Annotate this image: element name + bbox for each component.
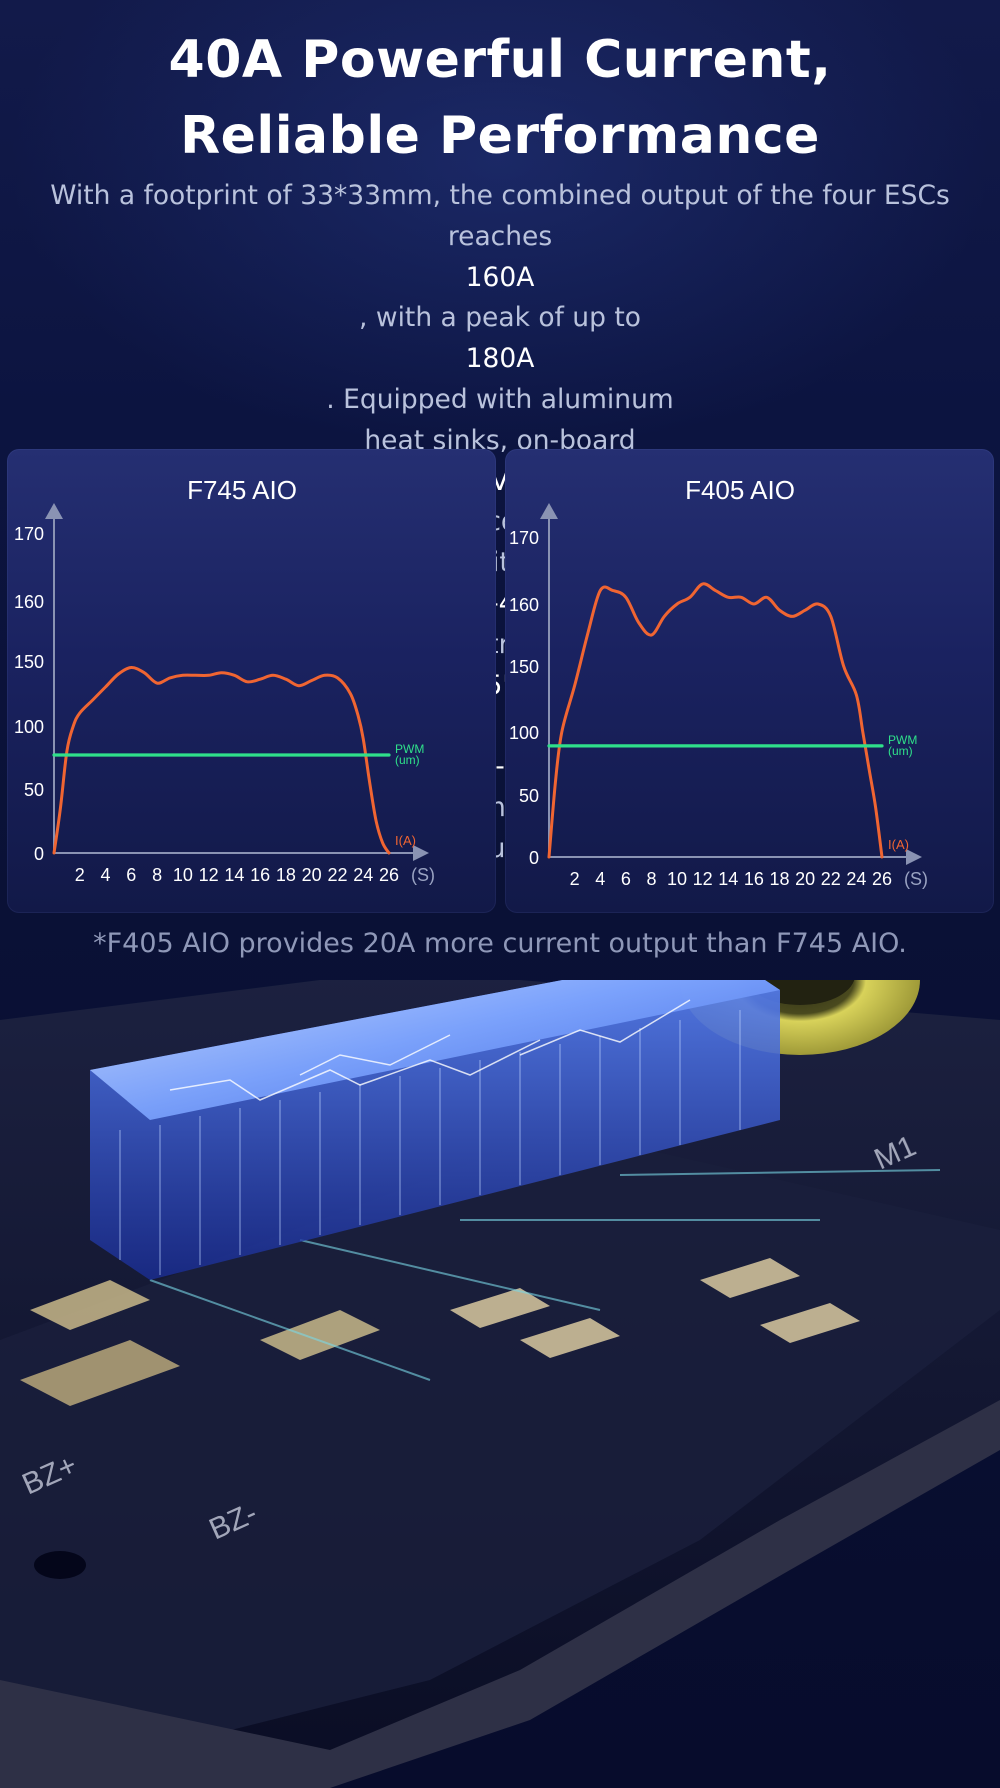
x-tick-label: 24 <box>353 865 373 885</box>
y-tick-label: 50 <box>519 786 539 806</box>
x-tick-label: 14 <box>718 869 738 889</box>
y-tick-label: 160 <box>14 592 44 612</box>
x-tick-label: 16 <box>744 869 764 889</box>
x-tick-label: 12 <box>693 869 713 889</box>
x-tick-label: 26 <box>379 865 399 885</box>
y-tick-label: 0 <box>34 844 44 864</box>
chart-panel-f745: F745 AIO 0 50 100 150 160 170 2 4 6 8 10 12 14 16 18 20 2… <box>7 449 496 913</box>
series-current-line <box>52 666 391 855</box>
x-tick-label: 10 <box>667 869 687 889</box>
x-axis-arrow-icon <box>413 845 429 861</box>
x-tick-label: 8 <box>646 869 656 889</box>
series-label: PWM (um) <box>888 733 917 758</box>
x-tick-label: 26 <box>872 869 892 889</box>
y-axis-arrow-icon <box>540 503 558 519</box>
series-label: I(A) <box>888 837 909 852</box>
x-tick-label: 2 <box>570 869 580 889</box>
x-tick-label: 14 <box>224 865 244 885</box>
y-tick-label: 150 <box>509 657 539 677</box>
description-line: reaches 160A , with a peak of up to 180A.… <box>30 217 970 421</box>
x-axis-unit: (S) <box>904 869 928 889</box>
x-tick-label: 12 <box>199 865 219 885</box>
chart-title: F405 AIO <box>685 475 795 505</box>
description-highlight: 180A <box>465 343 535 375</box>
chart-title: F745 AIO <box>187 475 297 505</box>
x-tick-label: 16 <box>250 865 270 885</box>
x-tick-label: 10 <box>173 865 193 885</box>
y-tick-label: 0 <box>529 848 539 868</box>
series-label: I(A) <box>395 833 416 848</box>
chart-panel-f405: F405 AIO 0 50 100 150 160 170 2 4 6 8 10 12 14 16 18 20 2… <box>505 449 994 913</box>
series-current-line <box>547 582 884 859</box>
description-text: . Equipped with aluminum <box>326 383 674 415</box>
description-line: With a footprint of 33*33mm, the combine… <box>30 176 970 217</box>
y-tick-label: 50 <box>24 780 44 800</box>
y-tick-label: 100 <box>509 723 539 743</box>
y-tick-label: 170 <box>14 524 44 544</box>
x-axis-unit: (S) <box>411 865 435 885</box>
x-tick-label: 24 <box>846 869 866 889</box>
x-tick-label: 4 <box>595 869 605 889</box>
x-tick-label: 22 <box>821 869 841 889</box>
title-line-2: Reliable Performance <box>180 106 820 166</box>
x-tick-label: 4 <box>101 865 111 885</box>
y-tick-label: 150 <box>14 652 44 672</box>
x-tick-label: 18 <box>276 865 296 885</box>
page-title: 40A Powerful Current, Reliable Performan… <box>0 22 1000 174</box>
y-tick-label: 100 <box>14 717 44 737</box>
comparison-footnote: *F405 AIO provides 20A more current outp… <box>93 928 907 959</box>
description-text: With a footprint of 33*33mm, the combine… <box>50 180 950 211</box>
y-tick-label: 160 <box>509 595 539 615</box>
x-tick-label: 6 <box>621 869 631 889</box>
x-tick-label: 20 <box>302 865 322 885</box>
esc-heatsink-board-icon: BZ+ BZ- M1 <box>0 980 1000 1788</box>
description-highlight: 160A <box>465 261 535 293</box>
x-tick-label: 20 <box>795 869 815 889</box>
y-tick-label: 170 <box>509 528 539 548</box>
series-label: PWM (um) <box>395 742 424 767</box>
title-line-1: 40A Powerful Current, <box>168 30 832 90</box>
x-tick-label: 18 <box>770 869 790 889</box>
description-text: reaches <box>447 220 553 252</box>
x-tick-label: 22 <box>327 865 347 885</box>
x-tick-label: 8 <box>152 865 162 885</box>
x-axis-arrow-icon <box>906 849 922 865</box>
x-tick-label: 2 <box>75 865 85 885</box>
x-tick-label: 6 <box>126 865 136 885</box>
y-axis-arrow-icon <box>45 503 63 519</box>
description-text: , with a peak of up to <box>359 302 641 334</box>
